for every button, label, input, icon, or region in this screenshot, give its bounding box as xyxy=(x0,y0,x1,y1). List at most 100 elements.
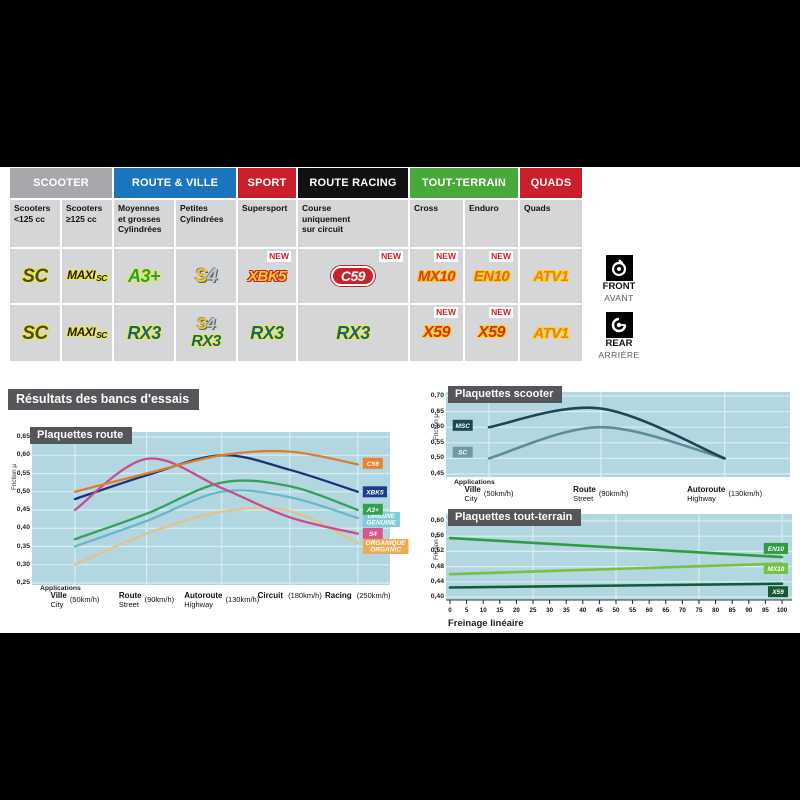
subheader-petites-3: Petites Cylindrées xyxy=(176,200,236,247)
product-logo-rx3: RX3 xyxy=(336,323,370,343)
front-axle-block: FRONT AVANT xyxy=(592,255,646,303)
x-tick-label: 15 xyxy=(496,607,503,614)
front-label-en: FRONT xyxy=(602,281,636,292)
y-tick-label: 0,70 xyxy=(430,392,444,399)
rear-label-fr: ARRIÈRE xyxy=(598,349,640,360)
plot-toutterrain: EN10 MX10 X59 0 5 10 15 20 25 30 35 40 45 50 55 60 65 70 7… xyxy=(446,514,792,614)
legend-label-x59: X59 xyxy=(771,589,784,596)
rear-cell-x59: NEW X59 xyxy=(410,305,463,361)
series-mx10-line xyxy=(448,562,784,576)
legend-box-s4 xyxy=(362,527,383,539)
x-tick-label: 35 xyxy=(563,607,570,614)
legend-label-organique: ORGANIQUE ORGANIC xyxy=(366,540,407,554)
y-tick-label: 0,44 xyxy=(430,577,444,585)
product-logo-xbk5: XBK5 xyxy=(247,267,287,285)
x-axis-label: Applications xyxy=(40,585,81,592)
category-name: Autoroute Highway xyxy=(184,591,223,609)
category-quads: QUADS xyxy=(520,168,582,198)
legend-box-mx10 xyxy=(763,563,788,574)
y-tick-label: 0,55 xyxy=(16,469,30,477)
product-logo-sc: SC xyxy=(22,322,48,344)
series-origine-line xyxy=(73,489,359,548)
product-logo-sub: SC xyxy=(96,273,107,284)
category-name: Autoroute Highway xyxy=(687,485,726,503)
x-category-autoroute: Autoroute Highway (130km/h) xyxy=(677,485,773,503)
y-axis-label: Friction µ xyxy=(11,463,18,490)
new-badge: NEW xyxy=(434,251,458,262)
rear-cell-x59: NEW X59 xyxy=(465,305,518,361)
category-speed: (50km/h) xyxy=(69,595,100,605)
rear-cell-rx3: RX3 xyxy=(114,305,174,361)
legend-box-msc xyxy=(452,419,473,431)
product-logo-en10: EN10 xyxy=(473,267,510,285)
chart-title-toutterrain: Plaquettes tout-terrain xyxy=(448,509,582,526)
x-tick-label: 55 xyxy=(629,607,636,614)
series-organique-line xyxy=(73,506,359,566)
category-speed: (250km/h) xyxy=(354,591,391,601)
subheader-enduro-7: Enduro xyxy=(465,200,518,247)
product-logo-maxi: MAXISC xyxy=(67,268,107,284)
product-logo-rx3: RX3 xyxy=(250,323,284,343)
category-scooter: SCOOTER xyxy=(10,168,112,198)
chart-route: Plaquettes route Friction µ ORGANIQUE ORGAN… xyxy=(8,420,409,620)
x-tick-label: 75 xyxy=(696,607,703,614)
new-badge: NEW xyxy=(267,251,291,262)
front-cell-xbk5: NEW XBK5 xyxy=(238,249,296,303)
x-axis-label: Freinage linéaire xyxy=(448,618,524,629)
series-s4-line xyxy=(73,457,359,535)
x-category-route: Route Street (90km/h) xyxy=(99,591,195,609)
subheader-moyennes-2: Moyennes et grosses Cylindrées xyxy=(114,200,174,247)
product-logo-x59: X59 xyxy=(478,324,505,341)
y-tick-label: 0,35 xyxy=(16,542,30,550)
category-speed: (90km/h) xyxy=(598,489,629,499)
y-tick-label: 0,65 xyxy=(16,433,30,440)
legend-label-msc: MSC xyxy=(455,423,470,430)
front-cell-s4: S4 xyxy=(176,249,236,303)
y-tick-label: 0,25 xyxy=(16,579,30,586)
rear-products-row: SC MAXISC RX3 S4 RX3 RX3 RX3 NEW X59 NEW X59 ATV1 xyxy=(10,305,582,361)
chart-title-scooter: Plaquettes scooter xyxy=(448,386,563,403)
series-c59-line xyxy=(73,449,359,493)
rear-cell-maxi: MAXISC xyxy=(62,305,112,361)
rear-cell-atv1: ATV1 xyxy=(520,305,582,361)
category-name: Ville City xyxy=(50,591,67,609)
y-tick-label: 0,56 xyxy=(430,532,444,540)
x-tick-label: 80 xyxy=(712,607,719,614)
new-badge: NEW xyxy=(434,307,458,318)
category-route-racing: ROUTE RACING xyxy=(298,168,408,198)
category-speed: (90km/h) xyxy=(144,595,175,605)
legend-label-sc: SC xyxy=(458,450,467,457)
category-name: Route Street xyxy=(573,485,596,503)
category-name: Ville City xyxy=(464,485,481,503)
series-x59-line xyxy=(448,582,784,589)
x-category-racing: Racing (250km/h) xyxy=(310,591,406,601)
x-tick-label: 30 xyxy=(546,607,553,614)
subheader-scooters-0: Scooters <125 cc xyxy=(10,200,60,247)
legend-box-c59 xyxy=(362,457,383,469)
legend-label-xbk5: XBK5 xyxy=(365,489,384,496)
y-tick-label: 0,55 xyxy=(430,438,444,446)
y-tick-label: 0,50 xyxy=(16,487,30,495)
y-tick-label: 0,40 xyxy=(430,593,444,600)
product-logo-maxi: MAXISC xyxy=(67,325,107,341)
front-cell-mx10: NEW MX10 xyxy=(410,249,463,303)
legend-label-a3: A3+ xyxy=(366,507,379,514)
front-cell-a3: A3+ xyxy=(114,249,174,303)
y-tick-label: 0,65 xyxy=(430,407,444,415)
product-application-table: SCOOTER ROUTE & VILLE SPORT ROUTE RACING TOU… xyxy=(10,168,582,363)
x-tick-label: 10 xyxy=(480,607,487,614)
category-name: Route Street xyxy=(118,591,142,609)
product-logo-sc: SC xyxy=(22,265,48,287)
x-category-circuit: Circuit (180km/h) xyxy=(242,591,338,601)
x-axis-label: Applications xyxy=(454,479,495,486)
product-logo-x59: X59 xyxy=(423,324,450,341)
chart-toutterrain: Plaquettes tout-terrain Friction µ EN10 MX1… xyxy=(430,508,800,633)
front-cell-sc: SC xyxy=(10,249,60,303)
series-msc-line xyxy=(487,406,726,460)
x-tick-label: 100 xyxy=(777,607,788,614)
rear-cell-rx3: RX3 xyxy=(298,305,408,361)
bottom-banner xyxy=(0,633,800,800)
front-brake-disc-icon xyxy=(605,255,633,281)
y-tick-label: 0,40 xyxy=(16,524,30,532)
application-subheader-row: Scooters <125 cc Scooters ≥125 cc Moyennes… xyxy=(10,200,582,247)
